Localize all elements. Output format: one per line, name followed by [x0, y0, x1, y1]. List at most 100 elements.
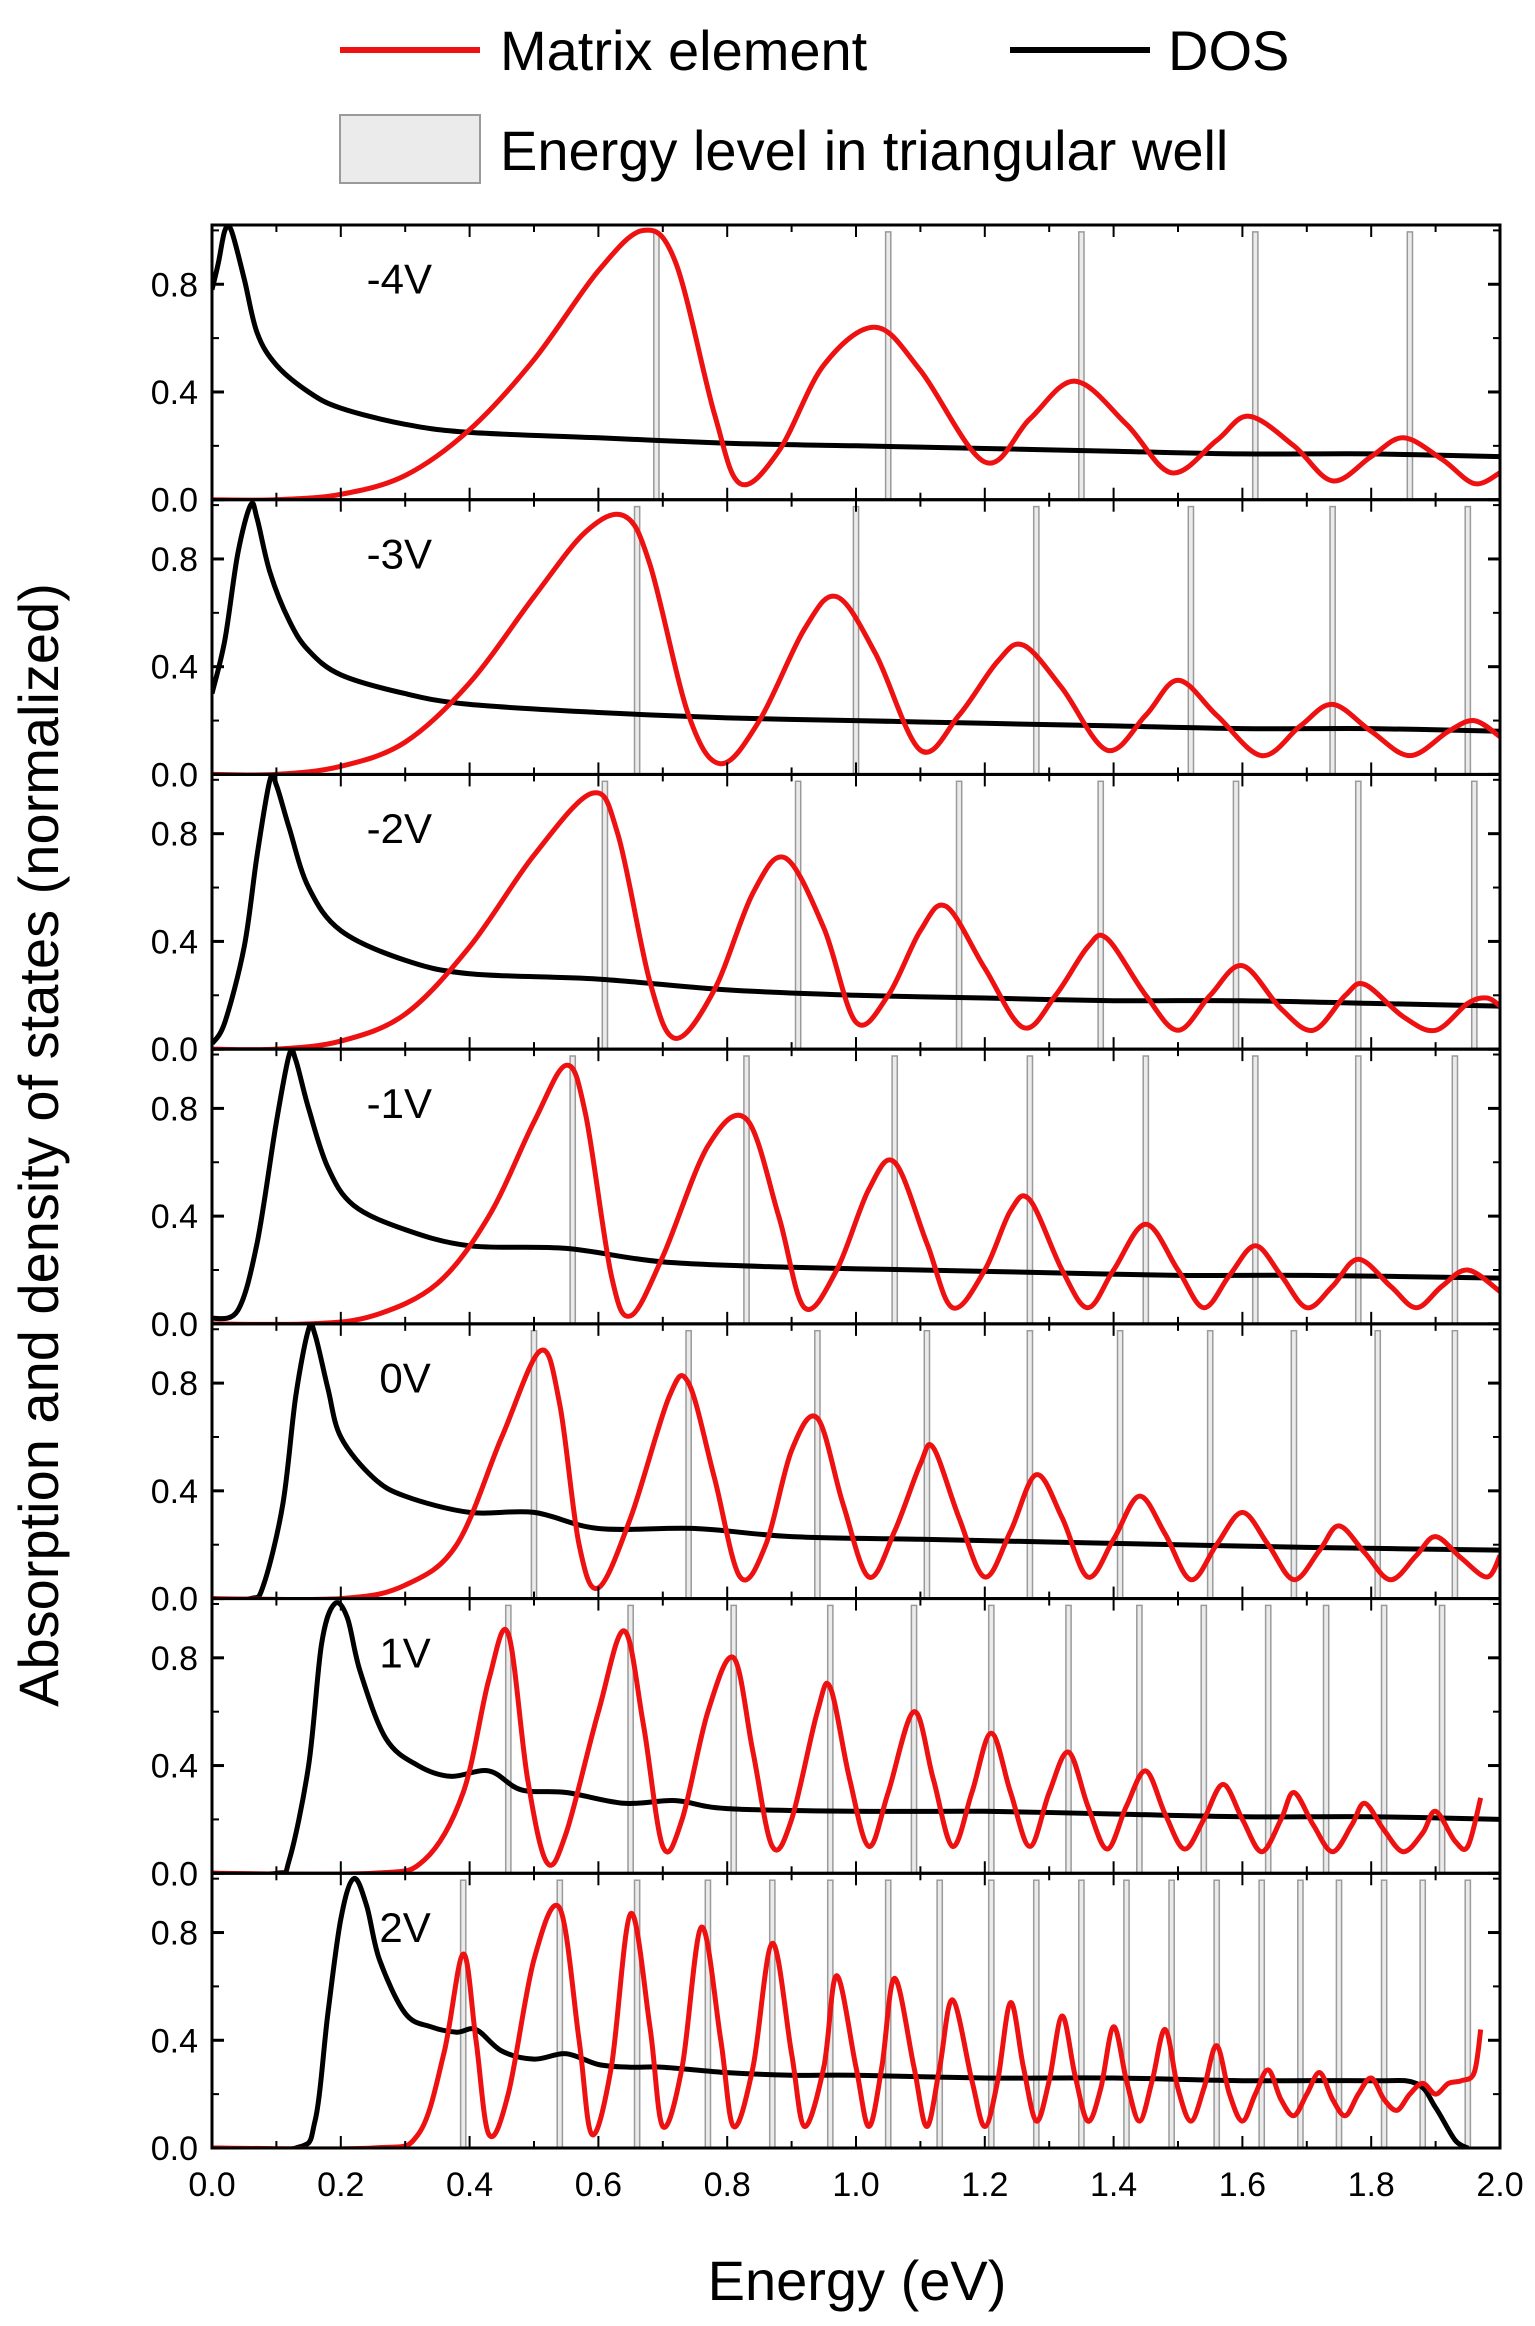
panel-label: 0V	[379, 1355, 430, 1402]
y-tick-label: 0.0	[151, 1306, 198, 1344]
y-tick-label: 0.8	[151, 816, 198, 854]
legend-level-swatch	[339, 114, 481, 184]
x-tick-label: 0.6	[575, 2166, 622, 2204]
y-tick-label: 0.4	[151, 923, 198, 961]
energy-level-bar	[1065, 1604, 1072, 1874]
energy-level-bar	[814, 1329, 821, 1600]
energy-level-bar	[826, 1604, 834, 1874]
energy-level-bar	[1419, 1879, 1427, 2149]
energy-level-bar	[1329, 505, 1336, 776]
energy-level-bar	[1464, 505, 1472, 776]
energy-level-bar	[1116, 1329, 1124, 1600]
energy-level-bar	[1374, 1329, 1382, 1600]
panel-label: -2V	[367, 805, 432, 852]
legend-level-label: Energy level in triangular well	[500, 119, 1228, 182]
y-tick-label: 0.4	[151, 374, 198, 412]
energy-level-bar	[569, 1055, 577, 1325]
y-axis-title: Absorption and density of states (normal…	[7, 583, 70, 1707]
dos-curve	[212, 1876, 1470, 2149]
y-tick-label: 0.4	[151, 2022, 198, 2060]
energy-level-bar	[1251, 231, 1259, 501]
energy-level-bar	[459, 1879, 467, 2149]
x-axis-ticks: 0.0 0.2 0.4 0.6 0.8 1.0 1.2 1.4 1.6 1.8 2.0	[188, 2166, 1523, 2204]
energy-level-bar	[1200, 1604, 1208, 1874]
legend-dos-label: DOS	[1168, 19, 1289, 82]
energy-level-bar	[1142, 1055, 1150, 1325]
x-tick-label: 0.2	[317, 2166, 364, 2204]
y-tick-label: 0.4	[151, 1473, 198, 1511]
energy-level-bar	[1380, 1879, 1388, 2149]
energy-level-bar	[1470, 780, 1478, 1050]
energy-level-bar	[653, 231, 660, 501]
dos-curve	[212, 225, 1500, 460]
y-tick-label: 0.8	[151, 541, 198, 579]
panel-label: -1V	[367, 1080, 432, 1127]
panel-label: -3V	[367, 530, 432, 577]
x-tick-label: 1.0	[832, 2166, 879, 2204]
legend: Matrix element DOS Energy level in trian…	[339, 19, 1289, 184]
panel-1V: 0.0 0.4 0.8 1V	[151, 1597, 1502, 1893]
panel--2V: 0.0 0.4 0.8 -2V	[151, 772, 1502, 1069]
energy-level-bar	[743, 1055, 750, 1325]
x-tick-label: 2.0	[1476, 2166, 1523, 2204]
energy-level-bar	[1451, 1329, 1459, 1600]
matrix-element-curve	[212, 1626, 1484, 1874]
y-tick-label: 0.0	[151, 1031, 198, 1069]
energy-level-bar	[1354, 1055, 1362, 1325]
y-tick-label: 0.8	[151, 1915, 198, 1953]
energy-level-bar	[1168, 1879, 1175, 2149]
y-tick-label: 0.0	[151, 1855, 198, 1893]
panel--3V: 0.0 0.4 0.8 -3V	[151, 498, 1502, 794]
energy-level-bar	[1032, 505, 1040, 776]
energy-level-bar	[1451, 1055, 1459, 1325]
energy-level-bar	[884, 231, 892, 501]
y-tick-label: 0.0	[151, 1581, 198, 1619]
matrix-element-curve	[212, 511, 1500, 775]
energy-level-bar	[1213, 1879, 1221, 2149]
energy-level-bar	[633, 505, 641, 776]
y-tick-label: 0.4	[151, 1748, 198, 1786]
x-axis-title: Energy (eV)	[708, 2249, 1007, 2312]
y-tick-label: 0.8	[151, 1640, 198, 1678]
energy-level-bar	[1078, 231, 1085, 501]
y-tick-label: 0.8	[151, 266, 198, 304]
panel-0V: 0.0 0.4 0.8 0V	[151, 1322, 1502, 1619]
energy-level-bar	[1097, 780, 1105, 1050]
matrix-element-curve	[212, 1902, 1484, 2149]
dos-curve	[212, 500, 1500, 734]
energy-level-bar	[1026, 1055, 1034, 1325]
energy-level-bar	[1251, 1055, 1259, 1325]
panel-2V: 0.0 0.4 0.8 2V	[151, 1871, 1502, 2168]
y-tick-label: 0.0	[151, 482, 198, 520]
energy-level-bar	[1438, 1604, 1446, 1874]
energy-level-bar	[704, 1879, 712, 2149]
energy-level-bar	[936, 1879, 944, 2149]
y-tick-label: 0.8	[151, 1365, 198, 1403]
panel-label: 1V	[379, 1629, 430, 1676]
matrix-element-curve	[212, 227, 1500, 500]
energy-level-bar	[891, 1055, 899, 1325]
energy-level-bar	[1136, 1604, 1143, 1874]
energy-level-bar	[685, 1329, 692, 1600]
x-tick-label: 0.4	[446, 2166, 493, 2204]
panel-label: 2V	[379, 1904, 430, 1951]
x-tick-label: 1.4	[1090, 2166, 1137, 2204]
panel--1V: 0.0 0.4 0.8 -1V	[151, 1047, 1502, 1344]
x-tick-label: 0.0	[188, 2166, 235, 2204]
x-tick-label: 1.2	[961, 2166, 1008, 2204]
matrix-element-curve	[212, 1347, 1500, 1599]
energy-level-bar	[1032, 1879, 1040, 2149]
energy-level-bar	[1026, 1329, 1034, 1600]
legend-matrix-label: Matrix element	[500, 19, 868, 82]
energy-level-bar	[768, 1879, 776, 2149]
y-tick-label: 0.8	[151, 1090, 198, 1128]
energy-level-bar	[923, 1329, 931, 1600]
dos-curve	[212, 1323, 1500, 1599]
dos-curve	[212, 1049, 1500, 1322]
x-tick-label: 1.8	[1348, 2166, 1395, 2204]
energy-level-bar	[1354, 780, 1362, 1050]
energy-level-bar	[1406, 231, 1414, 501]
energy-level-bar	[530, 1329, 538, 1600]
energy-level-bar	[601, 780, 609, 1050]
